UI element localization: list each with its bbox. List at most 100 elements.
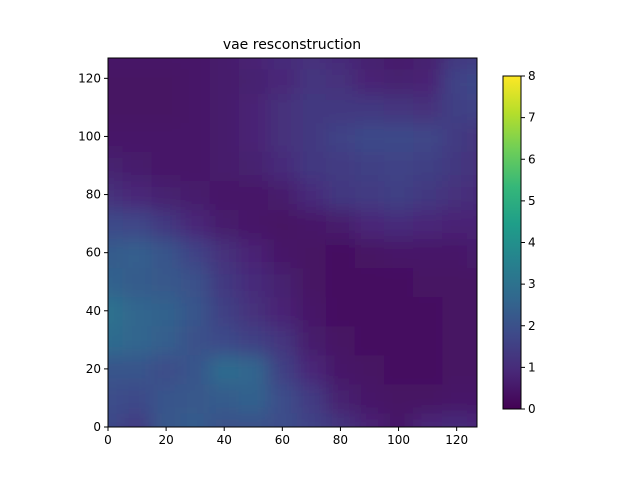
heatmap-cell xyxy=(442,121,468,152)
heatmap-cell xyxy=(354,354,386,385)
heatmap-cell xyxy=(384,354,415,385)
y-tick-label: 100 xyxy=(78,129,101,143)
heatmap-cell xyxy=(296,150,327,182)
heatmap-cell xyxy=(466,383,477,414)
heatmap-cell xyxy=(180,354,211,385)
heatmap-cell xyxy=(296,412,327,427)
colorbar xyxy=(502,75,522,410)
heatmap-cell xyxy=(384,92,415,123)
heatmap-cell xyxy=(442,209,468,240)
heatmap-cell xyxy=(151,325,182,356)
chart-title: vae resconstruction xyxy=(223,37,361,53)
heatmap-cell xyxy=(413,180,444,211)
heatmap-cell xyxy=(267,68,298,94)
heatmap-cell xyxy=(384,383,415,414)
heatmap-cell xyxy=(122,209,153,240)
heatmap-cell xyxy=(180,150,211,182)
heatmap-cell xyxy=(325,180,356,211)
heatmap-cell xyxy=(325,58,356,70)
x-axis: 0 20 40 60 80 100 120 xyxy=(104,427,468,447)
heatmap-cell xyxy=(384,150,415,182)
heatmap-cell xyxy=(466,267,477,298)
x-tick-label: 80 xyxy=(333,433,348,447)
heatmap-cell xyxy=(209,209,240,240)
heatmap-cell xyxy=(413,412,444,427)
heatmap-cell xyxy=(151,412,182,427)
heatmap-cell xyxy=(180,412,211,427)
heatmap-cell xyxy=(325,92,356,123)
heatmap-cell xyxy=(209,150,240,182)
colorbar-tick-label: 0 xyxy=(528,402,536,416)
heatmap-cell xyxy=(122,92,153,123)
heatmap-cell xyxy=(180,121,211,152)
heatmap-cell xyxy=(267,412,298,427)
heatmap-cell xyxy=(267,121,298,152)
heatmap-cell xyxy=(122,150,153,182)
heatmap-cell xyxy=(267,383,298,414)
heatmap-cell xyxy=(122,68,153,94)
heatmap-cell xyxy=(267,92,298,123)
heatmap-cell xyxy=(325,121,356,152)
colorbar-tick-label: 2 xyxy=(528,319,536,333)
heatmap-cell xyxy=(209,121,240,152)
heatmap-cell xyxy=(180,325,211,356)
heatmap-cell xyxy=(180,68,211,94)
heatmap-cell xyxy=(413,354,444,385)
colorbar-tick-label: 4 xyxy=(528,236,536,250)
heatmap-cell xyxy=(325,150,356,182)
colorbar-axis: 0 1 2 3 4 5 6 7 8 xyxy=(521,69,536,416)
x-tick-label: 40 xyxy=(217,433,232,447)
heatmap-cell xyxy=(267,180,298,211)
heatmap-cell xyxy=(108,412,124,427)
heatmap-cell xyxy=(384,209,415,240)
heatmap-cell xyxy=(151,354,182,385)
heatmap-cell xyxy=(325,354,356,385)
heatmap-cell xyxy=(354,267,386,298)
heatmap-cell xyxy=(325,68,356,94)
heatmap-cell xyxy=(466,325,477,356)
heatmap-cell xyxy=(209,92,240,123)
heatmap-cell xyxy=(122,180,153,211)
heatmap-cell xyxy=(384,58,415,70)
heatmap-cell xyxy=(413,58,444,70)
heatmap-cell xyxy=(413,209,444,240)
heatmap-cell xyxy=(209,68,240,94)
heatmap-cell xyxy=(325,296,356,327)
heatmap-cell xyxy=(325,412,356,427)
heatmap-cell xyxy=(151,296,182,327)
heatmap-cell xyxy=(354,209,386,240)
heatmap-cell xyxy=(209,296,240,327)
plot-frame xyxy=(107,57,478,428)
heatmap-cell xyxy=(108,180,124,211)
heatmap-cell xyxy=(238,58,269,70)
heatmap-cell xyxy=(466,412,477,427)
heatmap-cell xyxy=(267,209,298,240)
heatmap-cell xyxy=(238,150,269,182)
x-tick-label: 20 xyxy=(158,433,173,447)
heatmap-cell xyxy=(108,121,124,152)
heatmap-cell xyxy=(108,150,124,182)
heatmap-cell xyxy=(108,238,124,269)
heatmap-cell xyxy=(151,68,182,94)
heatmap-cell xyxy=(296,325,327,356)
x-tick-label: 60 xyxy=(275,433,290,447)
heatmap-cell xyxy=(325,267,356,298)
heatmap-cell xyxy=(296,180,327,211)
heatmap-cell xyxy=(151,383,182,414)
heatmap-cell xyxy=(238,383,269,414)
heatmap-cell xyxy=(238,296,269,327)
heatmap-cell xyxy=(442,412,468,427)
heatmap-cell xyxy=(384,238,415,269)
y-tick-label: 40 xyxy=(86,304,101,318)
heatmap-cell xyxy=(413,267,444,298)
heatmap-cell xyxy=(209,325,240,356)
heatmap-cell xyxy=(209,354,240,385)
heatmap-cell xyxy=(108,209,124,240)
heatmap-cell xyxy=(354,180,386,211)
y-tick-label: 20 xyxy=(86,362,101,376)
heatmap-cell xyxy=(442,238,468,269)
heatmap-cell xyxy=(466,296,477,327)
heatmap-cell xyxy=(442,383,468,414)
heatmap-cell xyxy=(180,209,211,240)
